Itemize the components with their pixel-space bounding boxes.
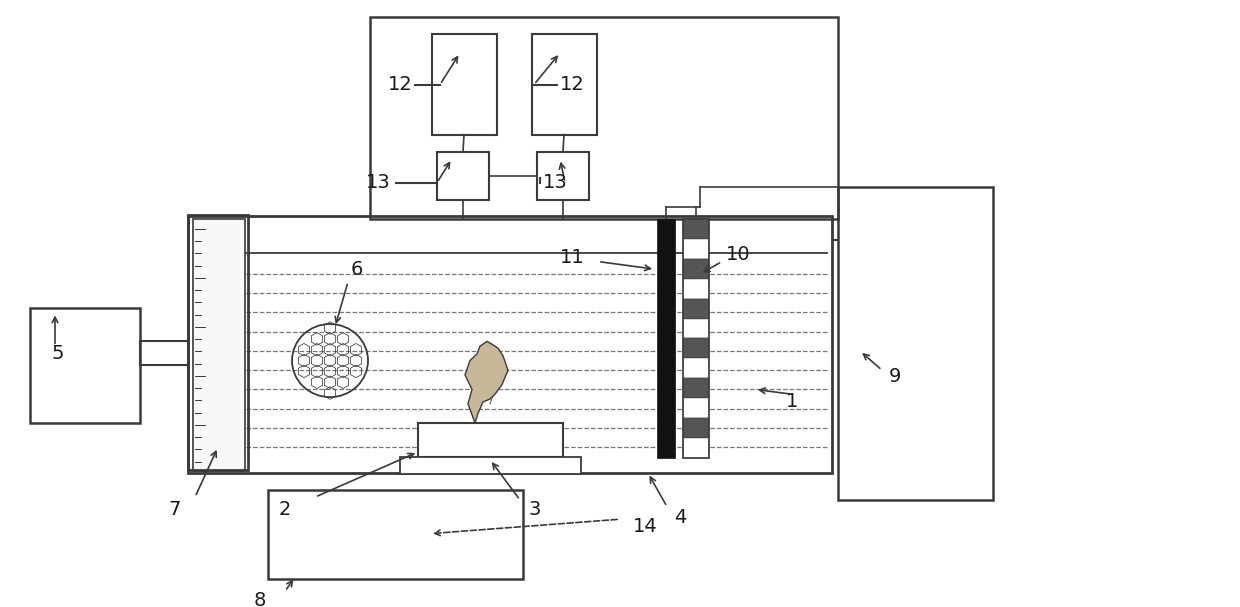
- Bar: [683, 339, 709, 358]
- Text: 11: 11: [559, 248, 584, 267]
- Bar: [537, 152, 589, 200]
- Text: 13: 13: [366, 173, 391, 192]
- Bar: [683, 358, 709, 378]
- Bar: [401, 456, 582, 474]
- Bar: [532, 33, 596, 135]
- Bar: [683, 219, 709, 239]
- Text: 3: 3: [528, 500, 541, 519]
- Bar: [683, 239, 709, 259]
- Text: 4: 4: [673, 508, 686, 527]
- Bar: [683, 319, 709, 339]
- Bar: [436, 152, 489, 200]
- Bar: [268, 490, 523, 579]
- Text: 14: 14: [632, 517, 657, 537]
- Bar: [683, 299, 709, 319]
- Bar: [657, 219, 675, 458]
- Polygon shape: [465, 341, 508, 423]
- Text: 1: 1: [786, 392, 799, 412]
- Text: 13: 13: [543, 173, 568, 192]
- Text: 12: 12: [559, 75, 584, 94]
- Bar: [432, 33, 497, 135]
- Bar: [370, 18, 838, 219]
- Bar: [683, 418, 709, 438]
- Bar: [683, 219, 709, 458]
- Text: 9: 9: [889, 367, 901, 387]
- Bar: [193, 219, 246, 471]
- Bar: [30, 308, 140, 423]
- Bar: [683, 438, 709, 458]
- Bar: [188, 216, 832, 473]
- Text: 8: 8: [254, 591, 267, 607]
- Bar: [683, 378, 709, 398]
- Text: 12: 12: [388, 75, 413, 94]
- Bar: [188, 215, 248, 470]
- Bar: [683, 279, 709, 299]
- Bar: [683, 259, 709, 279]
- Text: 2: 2: [279, 500, 291, 519]
- Text: 7: 7: [169, 500, 181, 519]
- Text: 10: 10: [725, 245, 750, 264]
- Bar: [418, 423, 563, 456]
- Text: 6: 6: [351, 260, 363, 279]
- Bar: [838, 188, 993, 500]
- Bar: [683, 398, 709, 418]
- Text: 5: 5: [52, 344, 64, 364]
